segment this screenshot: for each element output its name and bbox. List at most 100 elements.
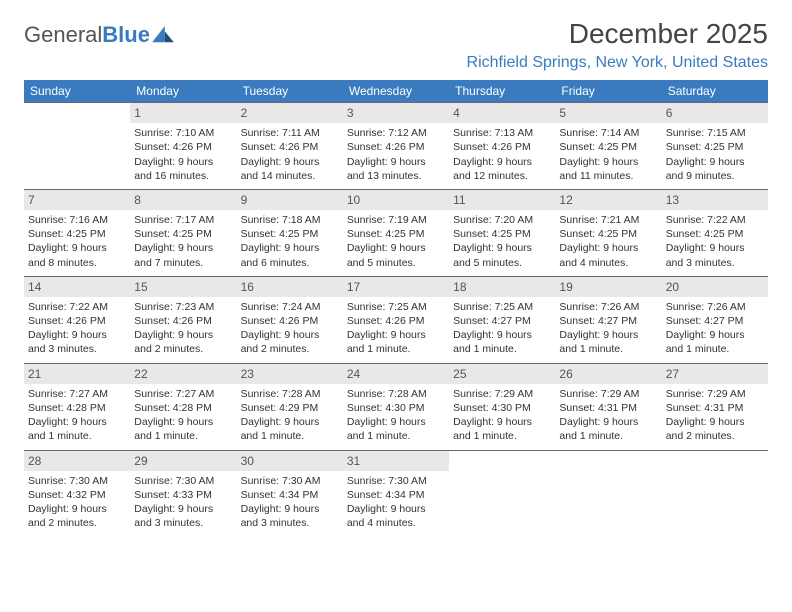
sunrise-line: Sunrise: 7:15 AM xyxy=(666,126,764,140)
sunset-line: Sunset: 4:26 PM xyxy=(134,140,232,154)
calendar-cell: 7Sunrise: 7:16 AMSunset: 4:25 PMDaylight… xyxy=(24,189,130,276)
sunrise-line: Sunrise: 7:30 AM xyxy=(28,474,126,488)
sunset-line: Sunset: 4:25 PM xyxy=(134,227,232,241)
sunset-line: Sunset: 4:25 PM xyxy=(559,140,657,154)
sunrise-line: Sunrise: 7:23 AM xyxy=(134,300,232,314)
day-number: 18 xyxy=(449,277,555,297)
day-number: 20 xyxy=(662,277,768,297)
daylight-line: Daylight: 9 hours and 1 minute. xyxy=(559,328,657,356)
calendar-cell: 5Sunrise: 7:14 AMSunset: 4:25 PMDaylight… xyxy=(555,102,661,189)
sunset-line: Sunset: 4:34 PM xyxy=(347,488,445,502)
sunset-line: Sunset: 4:30 PM xyxy=(453,401,551,415)
daylight-line: Daylight: 9 hours and 1 minute. xyxy=(347,415,445,443)
logo-text: GeneralBlue xyxy=(24,22,150,48)
sunrise-line: Sunrise: 7:25 AM xyxy=(453,300,551,314)
daylight-line: Daylight: 9 hours and 3 minutes. xyxy=(666,241,764,269)
daylight-line: Daylight: 9 hours and 2 minutes. xyxy=(666,415,764,443)
daylight-line: Daylight: 9 hours and 6 minutes. xyxy=(241,241,339,269)
weekday-header: Tuesday xyxy=(237,80,343,102)
day-number xyxy=(449,451,555,471)
logo: GeneralBlue xyxy=(24,18,174,48)
daylight-line: Daylight: 9 hours and 9 minutes. xyxy=(666,155,764,183)
sunset-line: Sunset: 4:25 PM xyxy=(666,140,764,154)
daylight-line: Daylight: 9 hours and 3 minutes. xyxy=(241,502,339,530)
sunset-line: Sunset: 4:31 PM xyxy=(666,401,764,415)
day-number: 11 xyxy=(449,190,555,210)
page-title: December 2025 xyxy=(467,18,768,50)
weekday-header: Wednesday xyxy=(343,80,449,102)
sunrise-line: Sunrise: 7:13 AM xyxy=(453,126,551,140)
calendar-cell-empty xyxy=(449,450,555,537)
calendar-cell: 30Sunrise: 7:30 AMSunset: 4:34 PMDayligh… xyxy=(237,450,343,537)
sunrise-line: Sunrise: 7:30 AM xyxy=(347,474,445,488)
daylight-line: Daylight: 9 hours and 2 minutes. xyxy=(241,328,339,356)
daylight-line: Daylight: 9 hours and 8 minutes. xyxy=(28,241,126,269)
day-number: 14 xyxy=(24,277,130,297)
calendar-cell: 12Sunrise: 7:21 AMSunset: 4:25 PMDayligh… xyxy=(555,189,661,276)
sunset-line: Sunset: 4:26 PM xyxy=(134,314,232,328)
logo-triangle-icon xyxy=(152,26,174,44)
day-number: 7 xyxy=(24,190,130,210)
calendar-cell: 2Sunrise: 7:11 AMSunset: 4:26 PMDaylight… xyxy=(237,102,343,189)
sunset-line: Sunset: 4:25 PM xyxy=(241,227,339,241)
day-number: 2 xyxy=(237,103,343,123)
calendar-cell: 29Sunrise: 7:30 AMSunset: 4:33 PMDayligh… xyxy=(130,450,236,537)
sunrise-line: Sunrise: 7:26 AM xyxy=(559,300,657,314)
sunrise-line: Sunrise: 7:16 AM xyxy=(28,213,126,227)
sunset-line: Sunset: 4:29 PM xyxy=(241,401,339,415)
daylight-line: Daylight: 9 hours and 5 minutes. xyxy=(453,241,551,269)
sunrise-line: Sunrise: 7:21 AM xyxy=(559,213,657,227)
sunset-line: Sunset: 4:28 PM xyxy=(28,401,126,415)
sunrise-line: Sunrise: 7:26 AM xyxy=(666,300,764,314)
sunset-line: Sunset: 4:25 PM xyxy=(453,227,551,241)
sunset-line: Sunset: 4:25 PM xyxy=(559,227,657,241)
daylight-line: Daylight: 9 hours and 4 minutes. xyxy=(347,502,445,530)
title-block: December 2025 Richfield Springs, New Yor… xyxy=(467,18,768,72)
calendar-cell: 23Sunrise: 7:28 AMSunset: 4:29 PMDayligh… xyxy=(237,363,343,450)
calendar-cell: 25Sunrise: 7:29 AMSunset: 4:30 PMDayligh… xyxy=(449,363,555,450)
calendar: SundayMondayTuesdayWednesdayThursdayFrid… xyxy=(24,80,768,536)
weekday-header: Sunday xyxy=(24,80,130,102)
calendar-cell: 24Sunrise: 7:28 AMSunset: 4:30 PMDayligh… xyxy=(343,363,449,450)
sunrise-line: Sunrise: 7:25 AM xyxy=(347,300,445,314)
calendar-header-row: SundayMondayTuesdayWednesdayThursdayFrid… xyxy=(24,80,768,102)
day-number: 31 xyxy=(343,451,449,471)
sunset-line: Sunset: 4:32 PM xyxy=(28,488,126,502)
day-number: 29 xyxy=(130,451,236,471)
daylight-line: Daylight: 9 hours and 11 minutes. xyxy=(559,155,657,183)
weekday-header: Thursday xyxy=(449,80,555,102)
sunset-line: Sunset: 4:26 PM xyxy=(241,140,339,154)
weekday-header: Monday xyxy=(130,80,236,102)
daylight-line: Daylight: 9 hours and 1 minute. xyxy=(666,328,764,356)
sunset-line: Sunset: 4:26 PM xyxy=(241,314,339,328)
calendar-cell: 4Sunrise: 7:13 AMSunset: 4:26 PMDaylight… xyxy=(449,102,555,189)
calendar-cell: 17Sunrise: 7:25 AMSunset: 4:26 PMDayligh… xyxy=(343,276,449,363)
location-subtitle: Richfield Springs, New York, United Stat… xyxy=(467,54,768,72)
calendar-cell: 14Sunrise: 7:22 AMSunset: 4:26 PMDayligh… xyxy=(24,276,130,363)
calendar-cell: 10Sunrise: 7:19 AMSunset: 4:25 PMDayligh… xyxy=(343,189,449,276)
daylight-line: Daylight: 9 hours and 13 minutes. xyxy=(347,155,445,183)
sunset-line: Sunset: 4:26 PM xyxy=(453,140,551,154)
calendar-cell: 8Sunrise: 7:17 AMSunset: 4:25 PMDaylight… xyxy=(130,189,236,276)
day-number: 16 xyxy=(237,277,343,297)
daylight-line: Daylight: 9 hours and 5 minutes. xyxy=(347,241,445,269)
day-number: 28 xyxy=(24,451,130,471)
day-number: 22 xyxy=(130,364,236,384)
day-number: 12 xyxy=(555,190,661,210)
day-number xyxy=(662,451,768,471)
sunrise-line: Sunrise: 7:22 AM xyxy=(28,300,126,314)
day-number: 1 xyxy=(130,103,236,123)
day-number: 10 xyxy=(343,190,449,210)
calendar-cell-empty xyxy=(555,450,661,537)
daylight-line: Daylight: 9 hours and 7 minutes. xyxy=(134,241,232,269)
daylight-line: Daylight: 9 hours and 1 minute. xyxy=(28,415,126,443)
day-number: 6 xyxy=(662,103,768,123)
sunset-line: Sunset: 4:26 PM xyxy=(28,314,126,328)
daylight-line: Daylight: 9 hours and 3 minutes. xyxy=(134,502,232,530)
sunrise-line: Sunrise: 7:27 AM xyxy=(134,387,232,401)
day-number: 26 xyxy=(555,364,661,384)
sunset-line: Sunset: 4:26 PM xyxy=(347,140,445,154)
calendar-cell: 21Sunrise: 7:27 AMSunset: 4:28 PMDayligh… xyxy=(24,363,130,450)
sunrise-line: Sunrise: 7:19 AM xyxy=(347,213,445,227)
day-number: 30 xyxy=(237,451,343,471)
